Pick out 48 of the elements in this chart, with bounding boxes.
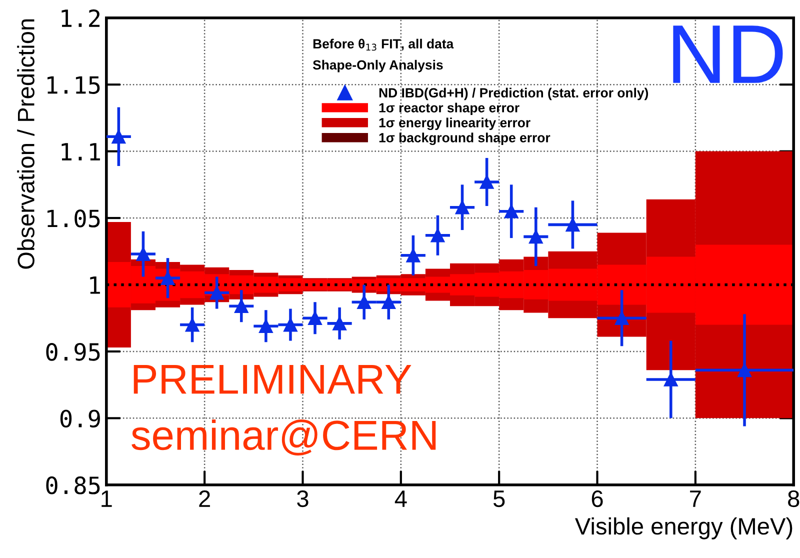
point [480,175,494,189]
x-tick-label: 2 [199,490,210,507]
point [504,204,518,218]
x-tick-label: 7 [690,490,701,507]
point [258,319,273,334]
point [738,363,752,378]
point [234,299,248,314]
point [332,316,346,330]
point [357,295,372,310]
annotation: PRELIMINARY [134,365,412,394]
y-tick-label: 1.05 [48,210,100,228]
legend-label: 1σ reactor shape error [379,102,520,116]
point [112,130,126,144]
point [308,311,322,326]
y-tick-label: 0.85 [46,476,100,494]
x-tick-label: 1 [102,490,112,507]
x-tick-label: 5 [493,490,505,508]
point [136,247,150,261]
point [430,228,445,242]
point [455,200,470,214]
annotation: Shape-Only Analysis [312,60,443,72]
y-tick-label: 0.9 [60,410,100,428]
point [185,318,200,332]
x-tick-label: 3 [297,490,308,508]
y-tick-label: 1.1 [62,143,100,160]
point [284,318,298,332]
point [528,230,543,244]
point [382,295,396,310]
point [566,218,580,232]
y-tick-label: 1 [90,276,100,294]
point [210,286,224,300]
y-tick-label: 0.95 [46,342,100,361]
y-tick-label: 1.15 [48,76,100,94]
legend-label: ND IBD(Gd+H) / Prediction (stat. error only) [379,88,648,100]
annotation: seminar@CERN [132,420,436,456]
point [406,248,420,262]
legend-label: 1σ energy linearity error [379,118,530,130]
annotation: Before θ$_{13}$ FIT, all data [313,38,454,51]
x-tick-label: 6 [592,490,603,508]
point [664,372,678,386]
point [614,311,629,326]
x-tick-label: 8 [788,490,800,508]
annotation: ND [673,26,783,83]
x-axis-title: Visible energy (MeV) [574,517,792,540]
legend-label: 1σ background shape error [379,132,550,146]
x-tick-label: 4 [394,490,407,507]
y-tick-label: 1.2 [62,9,100,27]
y-axis-title: Observation / Prediction [17,19,34,269]
